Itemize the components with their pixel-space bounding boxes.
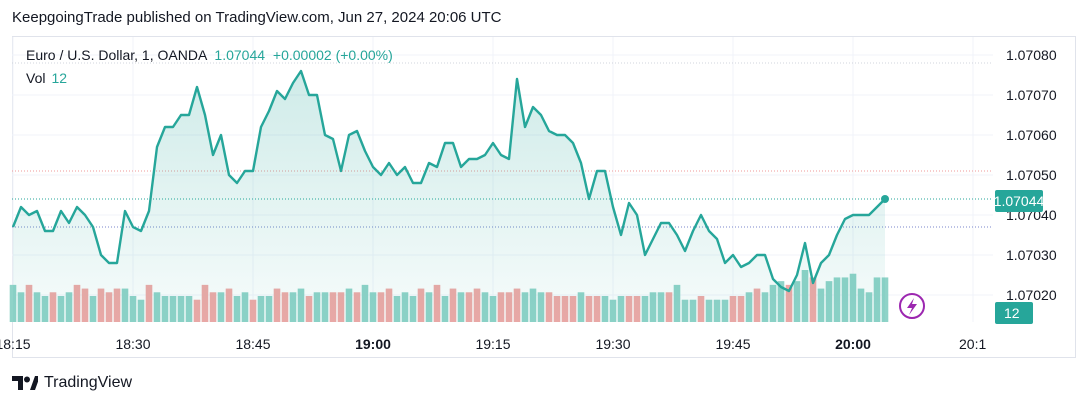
y-tick-label: 1.07060 [1006, 127, 1057, 143]
symbol-name: Euro / U.S. Dollar, 1, OANDA [26, 47, 207, 63]
volume-value: 12 [51, 70, 68, 86]
price-area-fill [13, 71, 885, 322]
volume-label: Vol [26, 70, 46, 86]
x-tick-label: 18:15 [0, 336, 31, 352]
symbol-legend: Euro / U.S. Dollar, 1, OANDA 1.07044 +0.… [26, 47, 393, 63]
flash-icon[interactable] [899, 293, 925, 319]
svg-text:12: 12 [1004, 305, 1020, 321]
y-tick-label: 1.07080 [1006, 47, 1057, 63]
time-axis: 18:15 18:30 18:45 19:00 19:15 19:30 19:45 20:00… [0, 336, 986, 352]
price-change: +0.00002 (+0.00%) [272, 47, 393, 63]
x-tick-label: 18:45 [235, 336, 270, 352]
volume-legend: Vol 12 [26, 70, 67, 86]
x-tick-label: 19:15 [475, 336, 510, 352]
price-line [11, 69, 886, 293]
y-tick-label: 1.07030 [1006, 247, 1057, 263]
svg-text:1.07044: 1.07044 [994, 193, 1045, 209]
x-tick-label: 18:30 [115, 336, 150, 352]
last-price: 1.07044 [214, 47, 266, 63]
x-tick-label: 19:00 [355, 336, 391, 352]
volume-badge: 12 [995, 302, 1033, 324]
price-badge: 1.07044 [994, 190, 1045, 212]
y-tick-label: 1.07050 [1006, 167, 1057, 183]
x-tick-label: 19:45 [715, 336, 750, 352]
last-price-dot [881, 195, 889, 203]
x-tick-label: 19:30 [595, 336, 630, 352]
x-tick-label: 20:1 [959, 336, 986, 352]
tradingview-brand[interactable]: TradingView [12, 374, 132, 392]
tradingview-logo-icon [12, 376, 38, 390]
x-tick-label: 20:00 [835, 336, 871, 352]
y-tick-label: 1.07020 [1006, 287, 1057, 303]
price-axis: 1.070201.070301.070401.070501.070601.070… [1006, 47, 1057, 303]
y-tick-label: 1.07070 [1006, 87, 1057, 103]
brand-name: TradingView [44, 374, 133, 391]
publisher-line: KeepgoingTrade published on TradingView.… [12, 9, 502, 26]
